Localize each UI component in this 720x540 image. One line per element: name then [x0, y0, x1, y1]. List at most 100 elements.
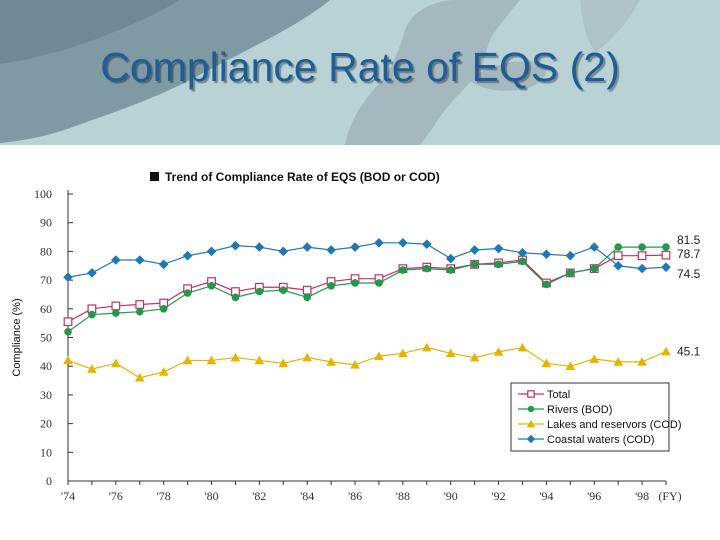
- data-point: [111, 358, 121, 368]
- data-point: [255, 287, 264, 296]
- data-point: [398, 237, 408, 248]
- data-point: [111, 301, 121, 311]
- data-point: [88, 310, 96, 319]
- data-point: [541, 249, 552, 260]
- data-point: [526, 434, 536, 444]
- data-point: [446, 266, 455, 274]
- data-point: [469, 245, 480, 255]
- series-coastal-waters-cod: [63, 237, 671, 283]
- series-line: [67, 346, 667, 379]
- y-tick-label: 0: [46, 474, 52, 488]
- data-point: [526, 419, 536, 428]
- x-ticks: '74 '76 '78 '80 '82 '84 '86 '88 '90 '92 '94 '96 '98 (…: [61, 481, 682, 503]
- data-point: [134, 372, 145, 382]
- data-point: [230, 240, 241, 251]
- data-point: [613, 357, 623, 366]
- data-point: [589, 242, 600, 252]
- chart-title-square: [150, 172, 159, 181]
- data-point: [662, 243, 670, 251]
- data-point: [661, 250, 671, 260]
- data-point: [638, 243, 646, 251]
- data-point: [637, 251, 647, 261]
- data-point: [527, 405, 535, 413]
- data-point: [422, 342, 432, 352]
- x-tick-label: '78: [157, 489, 171, 503]
- data-point: [469, 352, 480, 362]
- data-point: [661, 346, 671, 356]
- series-rivers-bod: [64, 243, 670, 336]
- data-point: [278, 358, 289, 368]
- data-point: [231, 293, 240, 302]
- chart-title: Trend of Compliance Rate of EQS (BOD or …: [150, 170, 440, 184]
- data-point: [637, 263, 647, 274]
- data-point: [206, 246, 217, 257]
- x-tick-label: '98: [635, 489, 649, 503]
- data-point: [350, 359, 360, 369]
- data-point: [87, 268, 97, 278]
- data-point: [565, 361, 576, 371]
- map-background: [0, 0, 720, 145]
- data-point: [541, 358, 552, 368]
- data-point: [182, 250, 193, 261]
- data-point: [493, 243, 504, 254]
- data-point: [637, 357, 647, 366]
- series-lines: [63, 237, 671, 382]
- x-tick-label: '88: [396, 489, 410, 503]
- x-tick-label: '76: [109, 489, 123, 503]
- data-point: [518, 257, 527, 266]
- data-point: [254, 242, 265, 252]
- data-point: [207, 282, 216, 290]
- x-tick-label: '84: [300, 489, 314, 503]
- data-point: [112, 309, 120, 317]
- y-tick-label: 40: [40, 359, 52, 373]
- y-tick-label: 60: [40, 302, 52, 316]
- data-point: [87, 364, 97, 373]
- series-line: [67, 246, 666, 333]
- end-value-label: 74.5: [677, 267, 701, 281]
- y-tick-label: 100: [34, 187, 52, 201]
- series-line: [67, 254, 667, 323]
- x-tick-label: '90: [444, 489, 458, 503]
- x-tick-label: '74: [61, 489, 75, 503]
- y-tick-label: 30: [40, 388, 52, 402]
- data-point: [206, 355, 217, 365]
- data-point: [254, 355, 265, 365]
- x-tick-label: '82: [252, 489, 266, 503]
- data-point: [326, 245, 336, 255]
- data-point: [135, 307, 144, 316]
- x-unit-label: (FY): [658, 489, 681, 503]
- data-point: [64, 327, 72, 336]
- x-tick-label: '96: [587, 489, 601, 503]
- data-point: [399, 266, 407, 274]
- data-point: [302, 352, 312, 362]
- data-point: [278, 246, 289, 257]
- end-value-label: 78.7: [677, 247, 701, 261]
- data-point: [613, 251, 623, 261]
- y-ticks: 0 10 20 30 40 50 60 70 80 90 100: [34, 187, 73, 488]
- data-point: [327, 282, 335, 290]
- data-point: [135, 300, 145, 309]
- legend-entry: Total: [547, 389, 570, 401]
- data-point: [423, 264, 431, 273]
- end-value-label: 81.5: [677, 233, 701, 247]
- y-tick-label: 70: [40, 273, 52, 287]
- data-point: [134, 255, 145, 265]
- data-point: [183, 289, 192, 297]
- data-point: [351, 279, 359, 287]
- data-point: [614, 243, 622, 251]
- y-tick-label: 80: [40, 244, 52, 258]
- data-point: [63, 317, 73, 327]
- data-point: [613, 260, 623, 271]
- data-point: [398, 348, 408, 358]
- x-tick-label: '86: [348, 489, 362, 503]
- data-point: [63, 355, 73, 365]
- data-point: [494, 260, 503, 269]
- data-point: [374, 351, 384, 360]
- data-point: [303, 293, 312, 302]
- x-tick-label: '92: [491, 489, 505, 503]
- x-tick-label: '94: [539, 489, 553, 503]
- series-lakes-and-reservors-cod: [63, 342, 671, 382]
- chart-title-text: Trend of Compliance Rate of EQS (BOD or …: [165, 170, 440, 184]
- data-point: [527, 390, 535, 398]
- y-tick-label: 10: [40, 445, 52, 459]
